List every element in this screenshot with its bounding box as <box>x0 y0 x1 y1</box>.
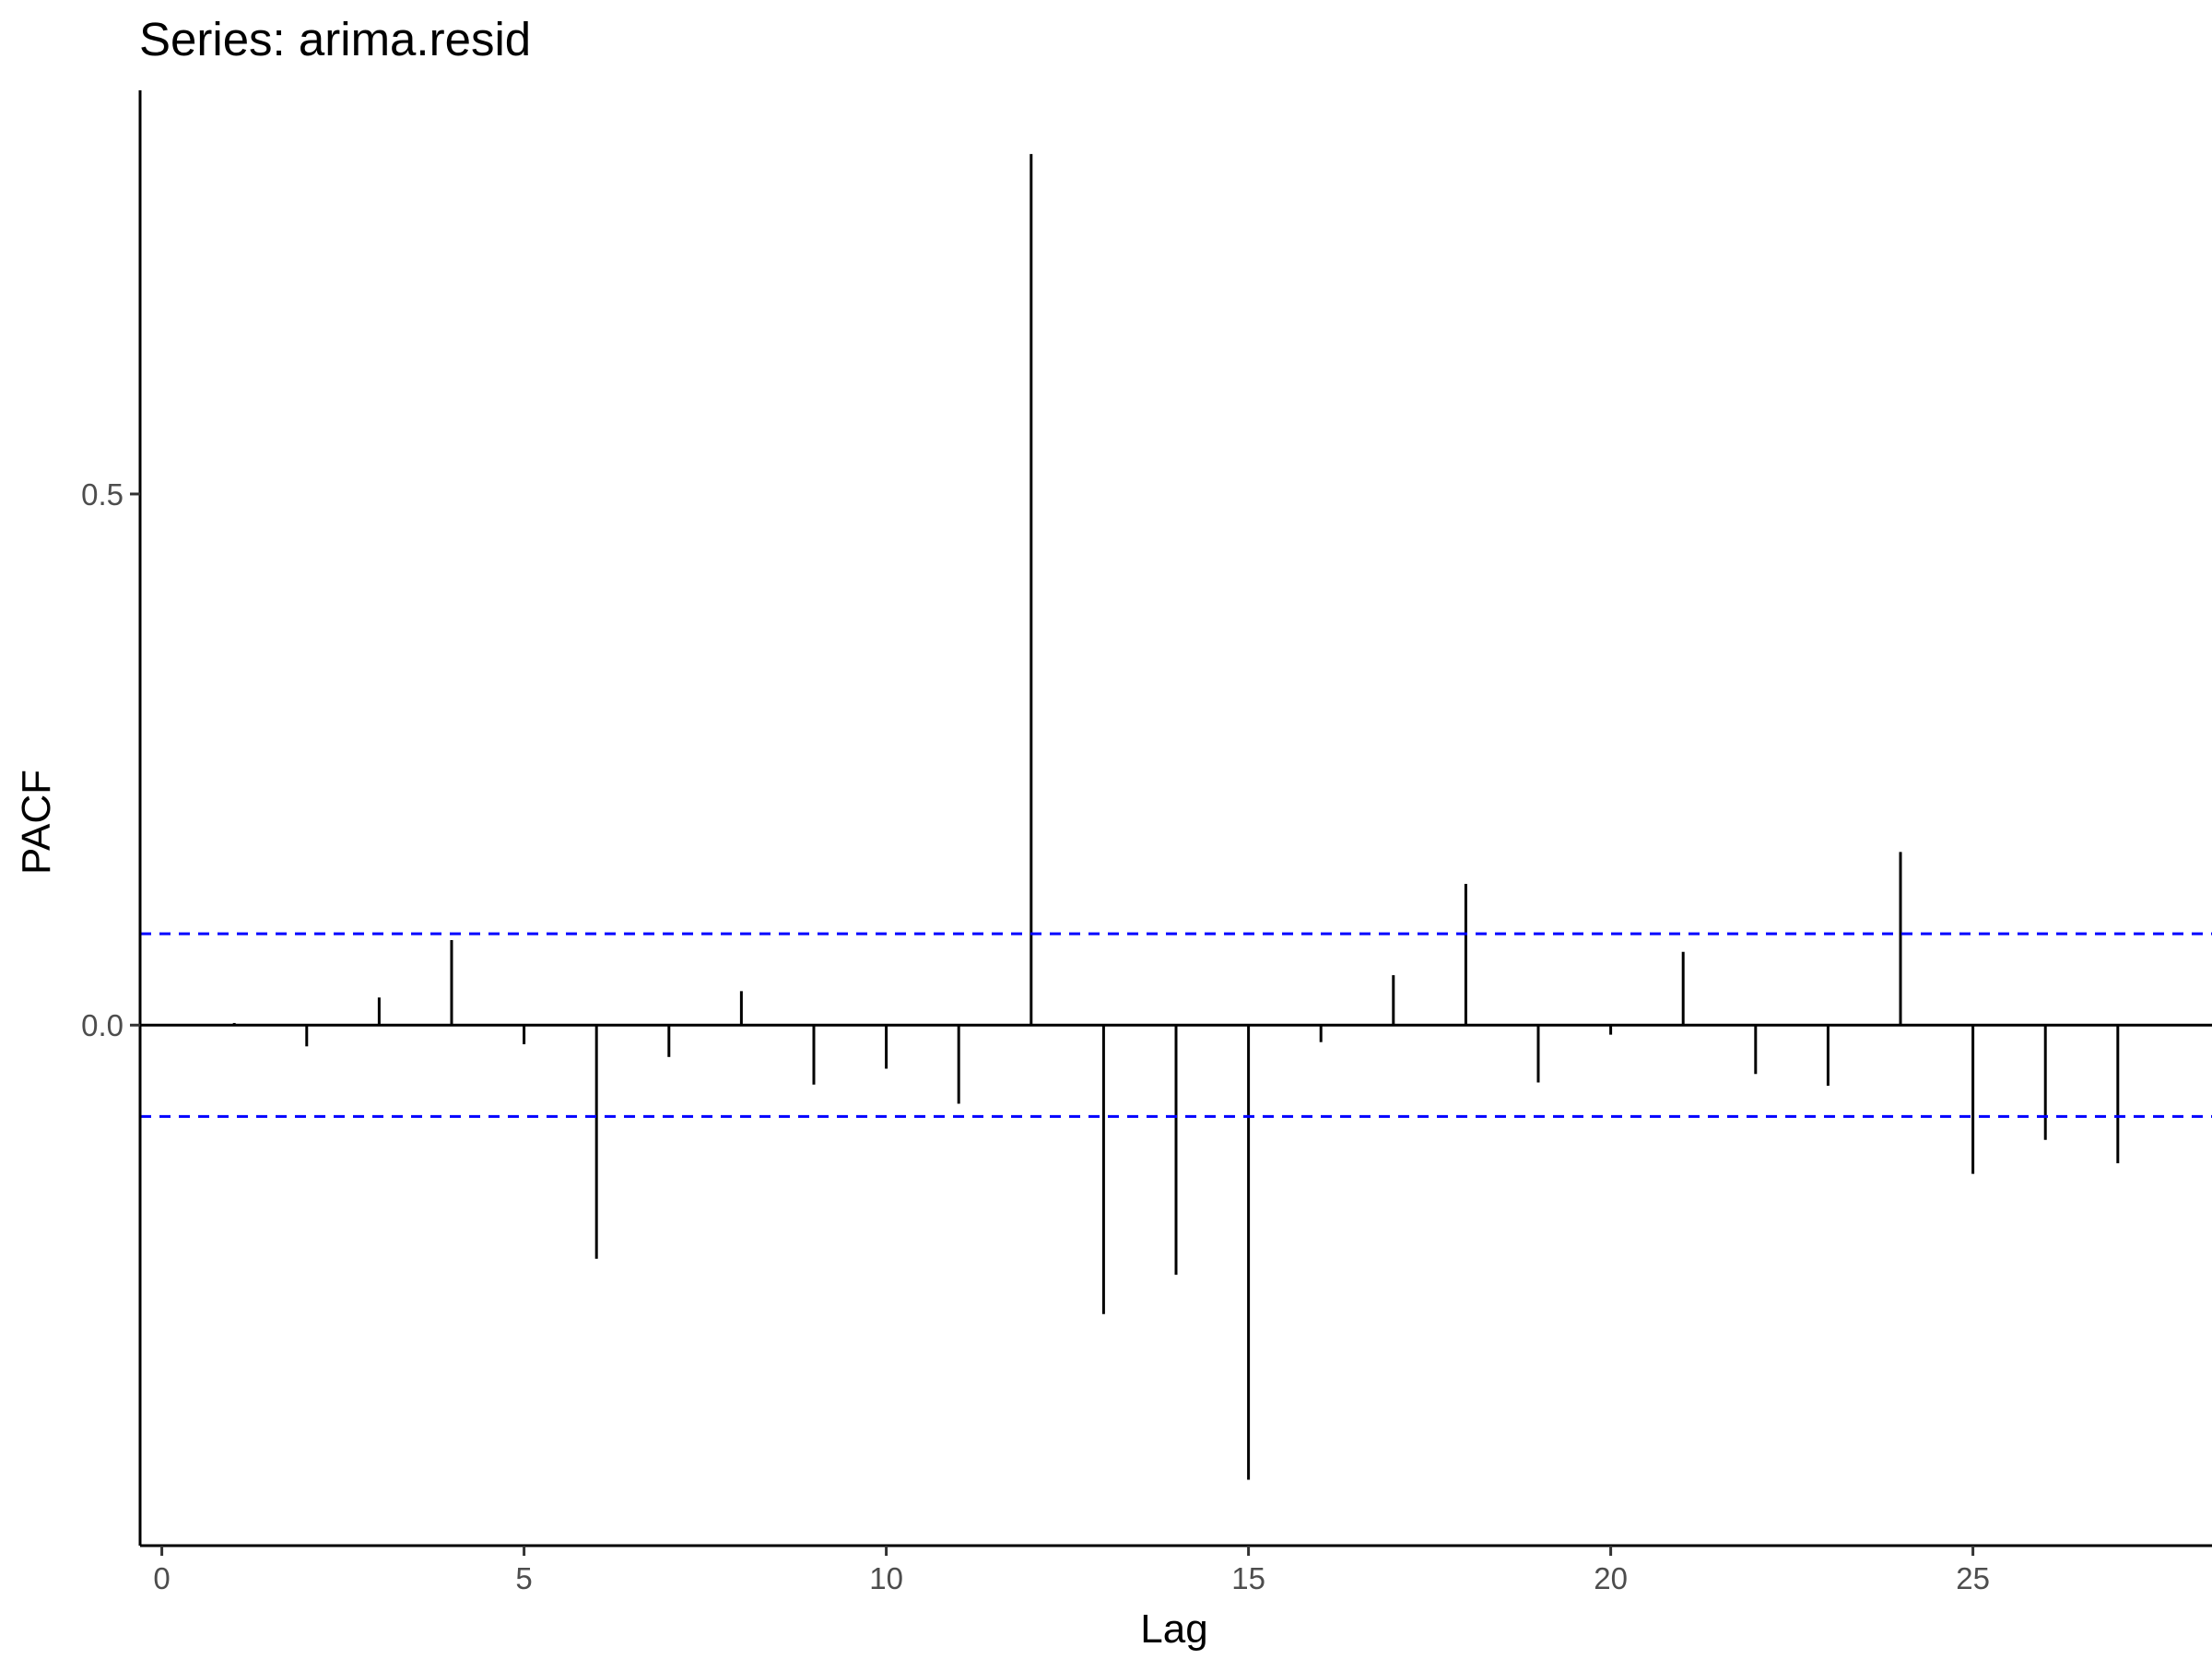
tick-labels: 0 5 10 15 20 25 0.0 0.5 <box>81 477 1990 1595</box>
x-tick-label: 15 <box>1231 1561 1265 1595</box>
axes <box>130 90 2212 1556</box>
bars-group <box>232 154 2120 1480</box>
confidence-bounds <box>140 932 2212 1118</box>
x-tick-label: 5 <box>515 1561 532 1595</box>
x-tick-label: 10 <box>869 1561 903 1595</box>
y-tick-label: 0.5 <box>81 477 124 512</box>
x-tick-label: 0 <box>153 1561 170 1595</box>
y-axis-title: PACF <box>14 770 59 875</box>
x-tick-label: 25 <box>1956 1561 1990 1595</box>
x-axis-title: Lag <box>1140 1606 1207 1652</box>
x-tick-label: 20 <box>1594 1561 1628 1595</box>
chart-title: Series: arima.resid <box>139 13 531 65</box>
y-tick-label: 0.0 <box>81 1008 124 1042</box>
